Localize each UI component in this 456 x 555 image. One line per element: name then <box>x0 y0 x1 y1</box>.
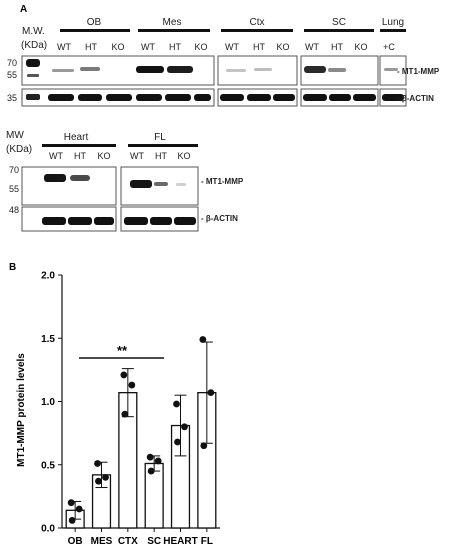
chart-xticks: OB MES CTX SC HEART FL <box>68 528 213 547</box>
bar-sc <box>144 462 164 529</box>
data-point <box>102 474 109 481</box>
data-point <box>67 499 75 507</box>
data-point <box>95 477 102 485</box>
tissue-bar-ctx <box>221 29 293 32</box>
data-point <box>200 442 208 450</box>
mw-unit-top: (KDa) <box>21 40 47 51</box>
data-point <box>173 400 180 408</box>
data-point <box>146 453 154 461</box>
lane-label: HT <box>155 151 167 161</box>
x-tick-label: MES <box>91 536 113 547</box>
mw-unit-bottom: (KDa) <box>6 144 32 155</box>
band-label-actin-top: - β-ACTIN <box>397 94 434 103</box>
tissue-label-sc: SC <box>332 17 346 28</box>
x-tick-label: HEART <box>163 536 197 547</box>
lane-label: HT <box>331 42 343 52</box>
lane-label: KO <box>97 151 110 161</box>
x-tick-label: SC <box>147 536 161 547</box>
lane-label: HT <box>85 42 97 52</box>
lane-label: WT <box>305 42 319 52</box>
lane-label: HT <box>253 42 265 52</box>
tissue-bar-heart <box>42 144 116 147</box>
lane-label: WT <box>130 151 144 161</box>
chart-errors <box>69 341 213 520</box>
lane-label: KO <box>194 42 207 52</box>
tissue-label-ob: OB <box>87 17 102 28</box>
chart-points <box>67 336 215 524</box>
data-point <box>128 381 136 389</box>
blot-mt1-bottom <box>21 166 199 206</box>
mw-label-bottom: MW <box>6 130 24 141</box>
lane-label: HT <box>74 151 86 161</box>
lane-label: +C <box>383 42 395 52</box>
band-label-mt1-bottom: - MT1-MMP <box>201 177 244 186</box>
tissue-bar-ob <box>60 29 130 32</box>
x-tick-label: OB <box>68 536 83 547</box>
y-tick-label: 0.5 <box>41 460 55 471</box>
lane-label: KO <box>177 151 190 161</box>
data-point <box>207 389 215 397</box>
chart-bars <box>65 391 217 529</box>
x-tick-label: CTX <box>118 536 138 547</box>
lane-label: WT <box>225 42 239 52</box>
tissue-label-lung: Lung <box>382 17 404 28</box>
blot-actin-bottom <box>21 206 199 232</box>
data-point <box>154 457 162 465</box>
y-tick-label: 1.5 <box>41 334 55 345</box>
marker-70-top: 70 <box>7 58 17 68</box>
panel-b-label: B <box>9 262 16 273</box>
data-point <box>181 423 188 431</box>
tissue-bar-mes <box>138 29 210 32</box>
tissue-bar-fl <box>128 144 198 147</box>
tissue-bar-lung <box>380 29 406 32</box>
band-label-actin-bottom: - β-ACTIN <box>201 214 238 223</box>
marker-48-bottom: 48 <box>9 205 19 215</box>
data-point <box>75 505 83 513</box>
significance-mark: ** <box>117 343 128 358</box>
tissue-label-ctx: Ctx <box>250 17 265 28</box>
y-axis-label: MT1-MMP protein levels <box>16 353 27 467</box>
tissue-bar-sc <box>304 29 374 32</box>
blot-actin-top <box>21 88 407 107</box>
data-point <box>94 460 101 467</box>
lane-label: WT <box>57 42 71 52</box>
chart-axes: 0.0 0.5 1.0 1.5 2.0 <box>41 271 220 535</box>
lane-label: HT <box>169 42 181 52</box>
blot-mt1-top <box>21 55 407 86</box>
lane-label: KO <box>354 42 367 52</box>
mw-label-top: M.W. <box>22 26 45 37</box>
data-point <box>121 410 129 418</box>
tissue-label-heart: Heart <box>64 132 89 143</box>
lane-label: WT <box>141 42 155 52</box>
data-point <box>199 336 207 343</box>
lane-label: WT <box>49 151 63 161</box>
band-label-mt1-top: - MT1-MMP <box>397 67 440 76</box>
y-tick-label: 0.0 <box>41 524 55 535</box>
data-point <box>120 371 128 379</box>
data-point <box>68 517 76 524</box>
marker-70-bottom: 70 <box>9 165 19 175</box>
data-point <box>174 438 181 446</box>
lane-label: KO <box>111 42 124 52</box>
y-tick-label: 1.0 <box>41 397 55 408</box>
marker-55-top: 55 <box>7 70 17 80</box>
tissue-label-mes: Mes <box>163 17 182 28</box>
lane-label: KO <box>276 42 289 52</box>
marker-55-bottom: 55 <box>9 184 19 194</box>
marker-35-top: 35 <box>7 93 17 103</box>
x-tick-label: FL <box>201 536 213 547</box>
panel-a-label: A <box>20 4 27 15</box>
tissue-label-fl: FL <box>154 132 166 143</box>
y-tick-label: 2.0 <box>41 271 55 282</box>
